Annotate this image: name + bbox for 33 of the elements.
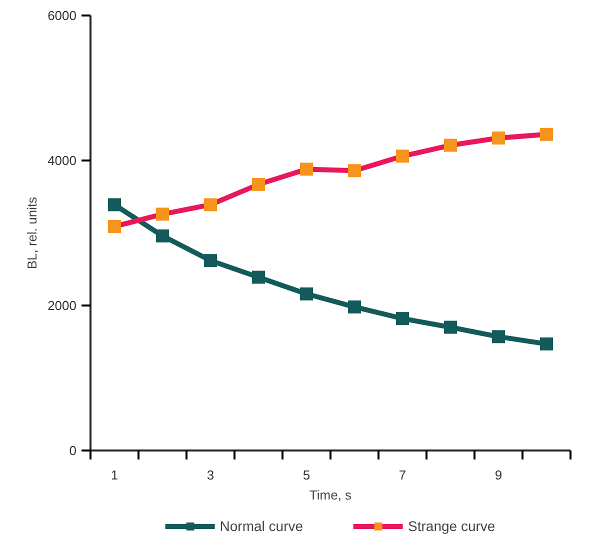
point xyxy=(252,178,265,191)
x-tick-label: 5 xyxy=(302,468,310,482)
point xyxy=(156,208,169,221)
point xyxy=(252,270,265,284)
y-tick-label: 6000 xyxy=(48,8,76,23)
x-axis-title: Time, s xyxy=(309,488,352,502)
point xyxy=(204,198,217,212)
x-tick-label: 9 xyxy=(494,468,502,482)
point xyxy=(108,198,121,212)
point xyxy=(108,220,121,233)
point xyxy=(300,287,313,300)
point xyxy=(300,162,313,176)
point xyxy=(444,320,457,334)
point xyxy=(348,300,361,314)
x-tick-label: 3 xyxy=(206,468,214,482)
point xyxy=(444,138,457,152)
point xyxy=(156,229,169,242)
x-tick-label: 1 xyxy=(110,468,118,482)
point xyxy=(348,164,361,178)
point xyxy=(396,312,409,326)
legend-label: Normal curve xyxy=(220,518,304,534)
point xyxy=(492,132,505,145)
y-tick-label: 0 xyxy=(69,443,77,458)
point xyxy=(540,337,553,350)
legend-label: Strange curve xyxy=(408,518,496,534)
y-tick-label: 4000 xyxy=(48,153,76,168)
point xyxy=(396,150,409,163)
y-tick-label: 2000 xyxy=(48,298,76,313)
y-axis-title: BL, rel. units xyxy=(24,196,40,270)
point xyxy=(540,128,553,141)
x-tick-label: 7 xyxy=(398,468,406,482)
point xyxy=(492,330,505,344)
point xyxy=(204,254,217,268)
